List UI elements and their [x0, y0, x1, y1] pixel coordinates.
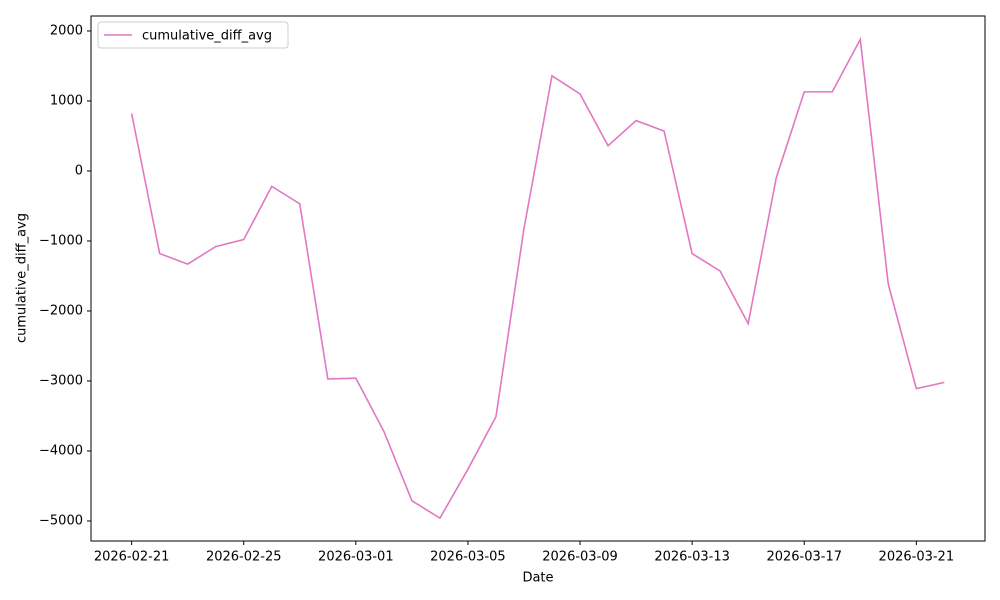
x-tick-label: 2026-03-09 [542, 550, 618, 565]
legend-box [97, 21, 289, 49]
y-tick-label: −3000 [39, 373, 83, 388]
y-tick-label: 2000 [50, 23, 83, 38]
y-tick-label: 1000 [50, 93, 83, 108]
x-tick-label: 2026-03-13 [654, 550, 730, 565]
y-tick-label: −2000 [39, 303, 83, 318]
y-axis-label: cumulative_diff_avg [15, 213, 30, 343]
line-series [130, 36, 945, 520]
x-tick-label: 2026-02-21 [94, 550, 170, 565]
x-tick-label: 2026-02-25 [206, 550, 282, 565]
y-tick-label: −5000 [39, 513, 83, 528]
x-tick-label: 2026-03-05 [430, 550, 506, 565]
x-tick-label: 2026-03-21 [879, 550, 955, 565]
y-tick-label: 0 [75, 163, 83, 178]
plot-frame [90, 15, 986, 542]
x-tick-label: 2026-03-01 [318, 550, 394, 565]
y-tick-label: −1000 [39, 233, 83, 248]
y-tick-label: −4000 [39, 443, 83, 458]
x-tick-label: 2026-03-17 [766, 550, 842, 565]
x-axis-label: Date [522, 571, 553, 586]
legend-label: cumulative_diff_avg [142, 29, 272, 44]
